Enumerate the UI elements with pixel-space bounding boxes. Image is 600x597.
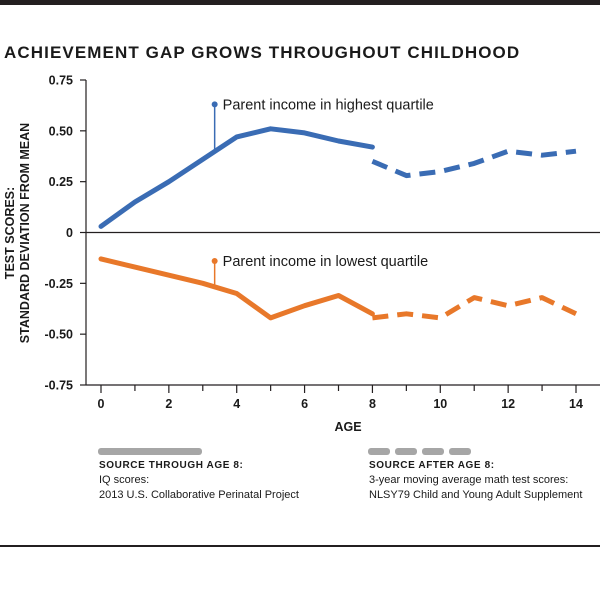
legend-dash-segment <box>368 448 390 455</box>
x-tick-label: 4 <box>233 397 240 411</box>
x-axis-title: AGE <box>334 420 361 434</box>
legend-swatch-dashed <box>368 448 478 455</box>
legend-text-solid-2: 2013 U.S. Collaborative Perinatal Projec… <box>99 489 299 501</box>
legend-text-dashed-2: NLSY79 Child and Young Adult Supplement <box>369 489 583 501</box>
annotation-dot <box>211 101 218 108</box>
y-tick-label: -0.25 <box>45 277 74 291</box>
y-tick-label: 0 <box>66 226 73 240</box>
y-tick-label: -0.75 <box>45 379 74 393</box>
y-tick-label: 0.50 <box>49 124 73 138</box>
legend-text-solid-1: IQ scores: <box>99 474 150 486</box>
series-label: Parent income in lowest quartile <box>223 254 429 270</box>
legend-dash-segment <box>395 448 417 455</box>
series-line-solid <box>98 256 375 321</box>
series-label: Parent income in highest quartile <box>223 97 434 113</box>
series-line-dashed <box>371 148 577 179</box>
series-line-solid <box>98 126 375 229</box>
series-line-dashed <box>372 295 578 321</box>
legend-dash-segment <box>422 448 444 455</box>
y-tick-label: 0.75 <box>49 74 73 88</box>
x-tick-label: 6 <box>301 397 308 411</box>
x-tick-label: 8 <box>369 397 376 411</box>
legend-heading-solid: Source through age 8: <box>99 460 244 471</box>
x-tick-label: 12 <box>501 397 515 411</box>
annotation-dot <box>211 257 218 264</box>
y-axis-title-line: STANDARD DEVIATION FROM MEAN <box>18 123 32 343</box>
legend-heading-dashed: Source after age 8: <box>369 460 495 471</box>
legend-dash-segment <box>449 448 471 455</box>
y-tick-label: 0.25 <box>49 175 73 189</box>
legend-swatch-solid <box>98 448 202 455</box>
y-axis-title-line: TEST SCORES: <box>3 187 17 279</box>
bottom-rule <box>0 545 600 547</box>
chart-title: ACHIEVEMENT GAP GROWS THROUGHOUT CHILDHO… <box>4 43 521 62</box>
x-tick-label: 0 <box>98 397 105 411</box>
legend-text-dashed-1: 3-year moving average math test scores: <box>369 474 569 486</box>
y-tick-label: -0.50 <box>45 328 74 342</box>
x-tick-label: 10 <box>433 397 447 411</box>
x-tick-label: 14 <box>569 397 583 411</box>
top-rule <box>0 0 600 5</box>
line-chart: 0.75 0.50 0.25 0 -0.25 -0.50 -0.75 0 2 4 6 8 10 12 14 A… <box>3 74 600 434</box>
x-tick-label: 2 <box>165 397 172 411</box>
